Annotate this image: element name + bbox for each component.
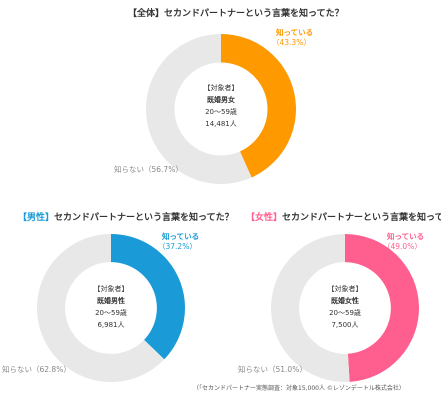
center-line-3: 20～59歳 bbox=[329, 309, 361, 317]
unknown-label: 知らない（56.7%） bbox=[114, 165, 183, 174]
known-pct: （49.0%） bbox=[383, 242, 422, 251]
slice-unknown bbox=[37, 234, 165, 382]
title-prefix: 【男性】 bbox=[18, 213, 55, 223]
known-name: 知っている bbox=[162, 232, 200, 241]
title-prefix: 【全体】 bbox=[128, 9, 165, 19]
known-label: 知っている （37.2%） bbox=[158, 232, 200, 252]
title-prefix: 【女性】 bbox=[246, 213, 283, 223]
chart-title: 【男性】セカンドパートナーという言葉を知ってた？ bbox=[18, 210, 234, 223]
center-line-2: 既婚男性 bbox=[97, 297, 125, 305]
unknown-label: 知らない（51.0%） bbox=[238, 365, 307, 374]
center-line-1: 【対象者】 bbox=[203, 84, 239, 92]
known-pct: （43.3%） bbox=[272, 38, 311, 47]
chart-title: 【女性】セカンドパートナーという言葉を知ってた？ bbox=[246, 210, 441, 223]
donut-chart-male bbox=[37, 234, 185, 382]
known-label: 知っている （49.0%） bbox=[383, 232, 425, 252]
center-line-2: 既婚女性 bbox=[331, 297, 359, 305]
known-name: 知っている bbox=[387, 232, 425, 241]
slice-known bbox=[345, 234, 419, 382]
unknown-label: 知らない（62.8%） bbox=[2, 365, 71, 374]
center-line-4: 7,500人 bbox=[331, 321, 359, 329]
title-text: セカンドパートナーという言葉を知ってた？ bbox=[164, 9, 344, 19]
center-line-1: 【対象者】 bbox=[327, 285, 363, 293]
slice-unknown bbox=[270, 234, 350, 382]
donut-center-label: 【対象者】 既婚女性 20～59歳 7,500人 bbox=[305, 283, 385, 331]
slice-unknown bbox=[146, 34, 252, 184]
slice-known bbox=[111, 234, 185, 360]
title-text: セカンドパートナーという言葉を知ってた？ bbox=[282, 213, 441, 223]
known-name: 知っている bbox=[276, 28, 314, 37]
donut-center-label: 【対象者】 既婚男女 20～59歳 14,481人 bbox=[181, 82, 261, 130]
donut-chart-female bbox=[270, 234, 419, 382]
title-text: セカンドパートナーという言葉を知ってた？ bbox=[54, 213, 234, 223]
known-label: 知っている （43.3%） bbox=[272, 28, 314, 48]
donut-center-label: 【対象者】 既婚男性 20～59歳 6,981人 bbox=[71, 283, 151, 331]
center-line-3: 20～59歳 bbox=[95, 309, 127, 317]
center-line-4: 14,481人 bbox=[205, 120, 237, 128]
source-footnote: （「セカンドパートナー実態調査：対象15,000人 ©レゾンデートル株式会社） bbox=[193, 385, 405, 392]
known-pct: （37.2%） bbox=[158, 242, 197, 251]
center-line-3: 20～59歳 bbox=[205, 108, 237, 116]
center-line-2: 既婚男女 bbox=[207, 96, 235, 104]
center-line-4: 6,981人 bbox=[97, 321, 125, 329]
slice-known bbox=[221, 34, 296, 178]
chart-title: 【全体】セカンドパートナーという言葉を知ってた？ bbox=[128, 6, 344, 19]
center-line-1: 【対象者】 bbox=[93, 285, 129, 293]
donut-chart-overall bbox=[146, 34, 296, 184]
